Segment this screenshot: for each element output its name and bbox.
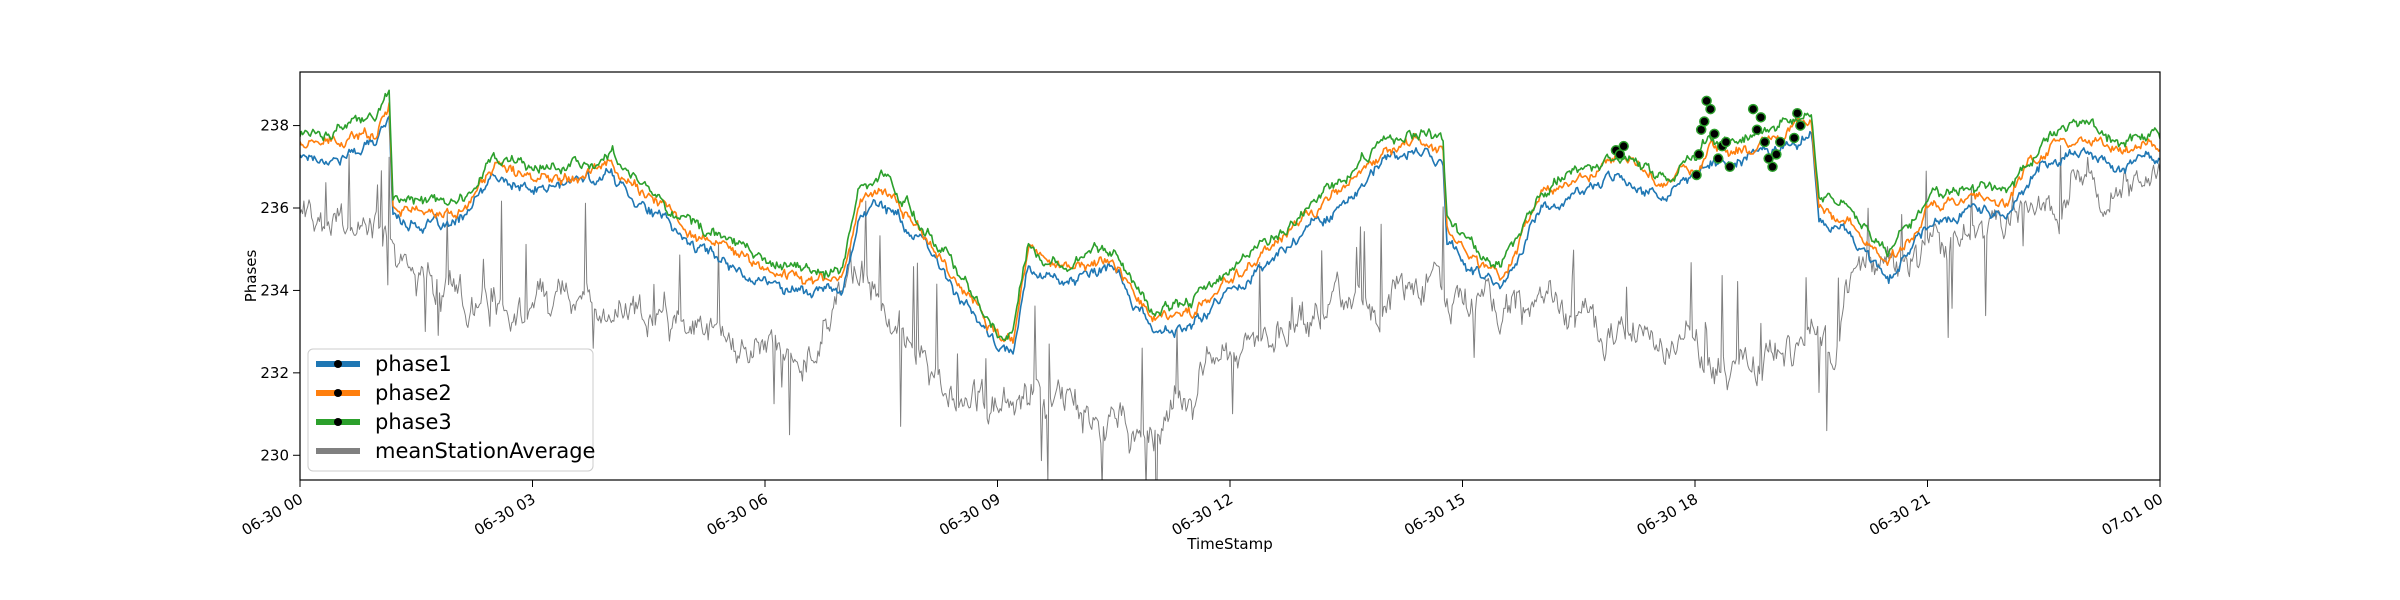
series-line-phase2 bbox=[300, 102, 2160, 344]
anomaly-point bbox=[1759, 136, 1770, 148]
legend-label-phase2: phase2 bbox=[375, 381, 452, 405]
legend-label-phase1: phase1 bbox=[375, 352, 452, 376]
series-line-phase1 bbox=[300, 115, 2160, 355]
anomaly-point bbox=[1720, 136, 1732, 148]
anomaly-point bbox=[1755, 112, 1767, 123]
y-tick-label: 236 bbox=[260, 199, 289, 217]
anomaly-point bbox=[1701, 95, 1712, 107]
anomaly-point bbox=[1788, 132, 1800, 144]
anomaly-point bbox=[1691, 169, 1702, 181]
y-axis-title: Phases bbox=[242, 250, 260, 303]
y-tick-label: 238 bbox=[260, 117, 289, 135]
x-tick-label: 06-30 12 bbox=[1169, 490, 1236, 539]
legend-label-phase3: phase3 bbox=[375, 410, 452, 434]
x-tick-label: 06-30 09 bbox=[936, 490, 1003, 539]
anomaly-point bbox=[1751, 124, 1763, 135]
legend-marker-phase3 bbox=[334, 418, 342, 426]
x-tick-label: 06-30 21 bbox=[1866, 490, 1933, 539]
x-tick-label: 06-30 06 bbox=[704, 490, 771, 539]
x-tick-label: 06-30 00 bbox=[239, 490, 306, 539]
anomaly-point bbox=[1705, 103, 1716, 115]
anomaly-point bbox=[1771, 149, 1782, 160]
anomaly-point bbox=[1618, 140, 1629, 152]
legend-box bbox=[307, 348, 594, 472]
anomaly-point bbox=[1767, 161, 1778, 173]
anomaly-point bbox=[1693, 149, 1705, 160]
y-tick-label: 232 bbox=[260, 364, 289, 382]
y-tick-label: 230 bbox=[260, 446, 289, 464]
anomaly-point bbox=[1795, 120, 1806, 131]
anomaly-point bbox=[1614, 149, 1626, 160]
legend-marker-phase1 bbox=[334, 360, 342, 368]
series-line-meanStationAverage bbox=[300, 145, 2160, 480]
legend-marker-phase2 bbox=[334, 389, 342, 397]
x-tick-label: 06-30 15 bbox=[1401, 490, 1468, 539]
series-layer bbox=[300, 89, 2160, 480]
y-axis: 230 232 234 236 238 bbox=[260, 117, 300, 464]
x-tick-label: 06-30 03 bbox=[471, 490, 538, 539]
anomaly-point bbox=[1775, 136, 1786, 148]
anomaly-point bbox=[1724, 161, 1736, 173]
x-tick-label: 07-01 00 bbox=[2099, 490, 2166, 539]
anomaly-point bbox=[1747, 103, 1759, 115]
x-axis: 06-30 00 06-30 03 06-30 06 06-30 09 06-30 12… bbox=[239, 480, 2166, 539]
anomaly-point bbox=[1709, 128, 1720, 140]
anomaly-points-layer bbox=[1610, 95, 1806, 181]
anomaly-point bbox=[1699, 116, 1710, 127]
x-axis-title: TimeStamp bbox=[1186, 535, 1272, 553]
x-tick-label: 06-30 18 bbox=[1634, 490, 1701, 539]
anomaly-point bbox=[1713, 153, 1724, 164]
legend-label-meanStationAverage: meanStationAverage bbox=[375, 439, 595, 463]
y-tick-label: 234 bbox=[260, 281, 289, 299]
legend: phase1 phase2 phase3 meanStationAverage bbox=[307, 348, 595, 472]
anomaly-point bbox=[1792, 107, 1803, 119]
series-line-phase3 bbox=[300, 89, 2160, 342]
